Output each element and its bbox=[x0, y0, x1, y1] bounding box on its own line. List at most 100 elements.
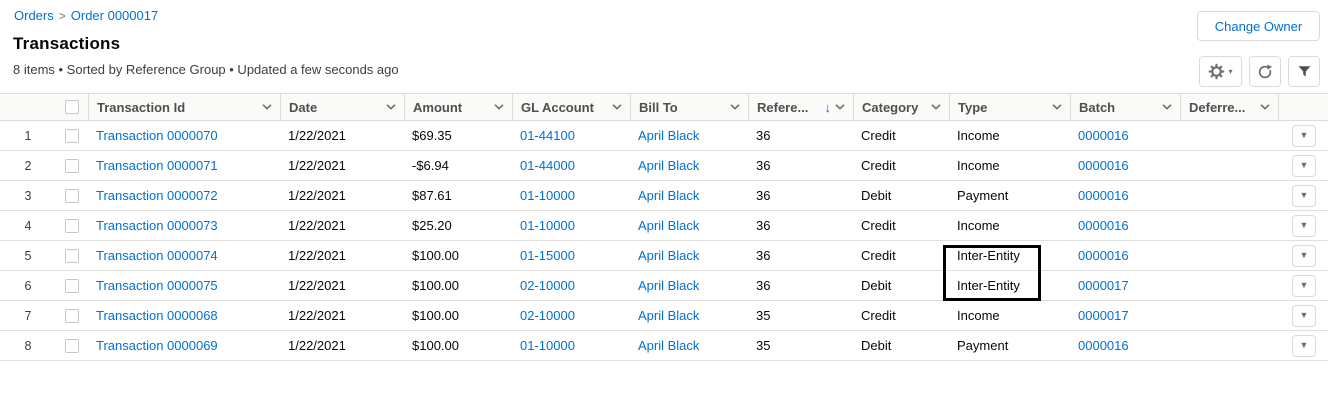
type-value: Payment bbox=[957, 338, 1009, 353]
column-header-category[interactable]: Category bbox=[853, 94, 949, 120]
cell-transaction_id: Transaction 0000069 bbox=[88, 338, 280, 353]
cell-reference: 36 bbox=[748, 128, 853, 143]
column-header-actions bbox=[1278, 94, 1328, 120]
cell-gl_account: 01-44000 bbox=[512, 158, 630, 173]
row-actions-button[interactable]: ▼ bbox=[1292, 304, 1316, 327]
batch-link[interactable]: 0000016 bbox=[1078, 338, 1129, 353]
column-header-reference[interactable]: Refere... ↓ bbox=[748, 94, 853, 120]
row-actions-button[interactable]: ▼ bbox=[1292, 274, 1316, 297]
refresh-button[interactable] bbox=[1249, 56, 1281, 87]
column-header-transaction_id[interactable]: Transaction Id bbox=[88, 94, 280, 120]
row-actions-button[interactable]: ▼ bbox=[1292, 214, 1316, 237]
bill_to-link[interactable]: April Black bbox=[638, 158, 700, 173]
dropdown-arrow-icon: ▼ bbox=[1299, 340, 1309, 350]
row-checkbox[interactable] bbox=[65, 338, 79, 353]
row-actions-button[interactable]: ▼ bbox=[1292, 244, 1316, 267]
transaction_id-link[interactable]: Transaction 0000072 bbox=[96, 188, 218, 203]
cell-checkbox bbox=[56, 248, 88, 263]
column-header-deferred[interactable]: Deferre... bbox=[1180, 94, 1278, 120]
transaction_id-link[interactable]: Transaction 0000073 bbox=[96, 218, 218, 233]
chevron-down-icon bbox=[262, 104, 272, 110]
row-actions-button[interactable]: ▼ bbox=[1292, 124, 1316, 147]
gl_account-link[interactable]: 01-10000 bbox=[520, 338, 575, 353]
column-header-type[interactable]: Type bbox=[949, 94, 1070, 120]
breadcrumb-separator: > bbox=[58, 9, 66, 23]
column-header-bill_to[interactable]: Bill To bbox=[630, 94, 748, 120]
cell-batch: 0000016 bbox=[1070, 338, 1180, 353]
cell-batch: 0000016 bbox=[1070, 218, 1180, 233]
batch-link[interactable]: 0000017 bbox=[1078, 278, 1129, 293]
bill_to-link[interactable]: April Black bbox=[638, 188, 700, 203]
breadcrumb-link-order[interactable]: Order 0000017 bbox=[70, 8, 159, 23]
gl_account-link[interactable]: 01-15000 bbox=[520, 248, 575, 263]
transaction_id-link[interactable]: Transaction 0000074 bbox=[96, 248, 218, 263]
gl_account-link[interactable]: 01-44000 bbox=[520, 158, 575, 173]
row-actions-button[interactable]: ▼ bbox=[1292, 184, 1316, 207]
select-all-checkbox[interactable] bbox=[65, 100, 79, 114]
reference-value: 36 bbox=[756, 188, 771, 203]
column-header-batch[interactable]: Batch bbox=[1070, 94, 1180, 120]
cell-date: 1/22/2021 bbox=[280, 188, 404, 203]
column-header-gl_account[interactable]: GL Account bbox=[512, 94, 630, 120]
row-checkbox[interactable] bbox=[65, 248, 79, 263]
batch-link[interactable]: 0000017 bbox=[1078, 308, 1129, 323]
change-owner-button[interactable]: Change Owner bbox=[1197, 11, 1320, 41]
gl_account-link[interactable]: 01-10000 bbox=[520, 188, 575, 203]
gl_account-link[interactable]: 02-10000 bbox=[520, 308, 575, 323]
cell-bill_to: April Black bbox=[630, 218, 748, 233]
cell-transaction_id: Transaction 0000071 bbox=[88, 158, 280, 173]
breadcrumb-link-orders[interactable]: Orders bbox=[14, 8, 54, 23]
transaction_id-link[interactable]: Transaction 0000068 bbox=[96, 308, 218, 323]
list-settings-button[interactable]: ▾ bbox=[1199, 56, 1242, 87]
type-value: Income bbox=[957, 158, 1000, 173]
gl_account-link[interactable]: 02-10000 bbox=[520, 278, 575, 293]
cell-date: 1/22/2021 bbox=[280, 248, 404, 263]
batch-link[interactable]: 0000016 bbox=[1078, 158, 1129, 173]
batch-link[interactable]: 0000016 bbox=[1078, 128, 1129, 143]
transaction_id-link[interactable]: Transaction 0000071 bbox=[96, 158, 218, 173]
date-value: 1/22/2021 bbox=[288, 188, 346, 203]
cell-gl_account: 01-44100 bbox=[512, 128, 630, 143]
row-checkbox[interactable] bbox=[65, 218, 79, 233]
row-checkbox[interactable] bbox=[65, 158, 79, 173]
list-status-text: 8 items • Sorted by Reference Group • Up… bbox=[13, 62, 399, 77]
batch-link[interactable]: 0000016 bbox=[1078, 218, 1129, 233]
cell-amount: -$6.94 bbox=[404, 158, 512, 173]
column-header-label: Batch bbox=[1079, 99, 1116, 115]
column-header-rownum bbox=[0, 94, 56, 120]
dropdown-arrow-icon: ▼ bbox=[1299, 220, 1309, 230]
cell-bill_to: April Black bbox=[630, 188, 748, 203]
gl_account-link[interactable]: 01-10000 bbox=[520, 218, 575, 233]
cell-category: Credit bbox=[853, 218, 949, 233]
column-header-label: Type bbox=[958, 99, 988, 115]
transaction_id-link[interactable]: Transaction 0000070 bbox=[96, 128, 218, 143]
row-actions-button[interactable]: ▼ bbox=[1292, 154, 1316, 177]
column-header-checkbox[interactable] bbox=[56, 94, 88, 120]
transaction_id-link[interactable]: Transaction 0000075 bbox=[96, 278, 218, 293]
chevron-down-icon bbox=[612, 104, 622, 110]
bill_to-link[interactable]: April Black bbox=[638, 278, 700, 293]
cell-date: 1/22/2021 bbox=[280, 218, 404, 233]
row-checkbox[interactable] bbox=[65, 128, 79, 143]
bill_to-link[interactable]: April Black bbox=[638, 248, 700, 263]
bill_to-link[interactable]: April Black bbox=[638, 128, 700, 143]
cell-actions: ▼ bbox=[1278, 184, 1328, 207]
transaction_id-link[interactable]: Transaction 0000069 bbox=[96, 338, 218, 353]
cell-transaction_id: Transaction 0000074 bbox=[88, 248, 280, 263]
batch-link[interactable]: 0000016 bbox=[1078, 188, 1129, 203]
row-actions-button[interactable]: ▼ bbox=[1292, 334, 1316, 357]
gl_account-link[interactable]: 01-44100 bbox=[520, 128, 575, 143]
column-header-amount[interactable]: Amount bbox=[404, 94, 512, 120]
filter-button[interactable] bbox=[1288, 56, 1320, 87]
row-checkbox[interactable] bbox=[65, 278, 79, 293]
filter-funnel-icon bbox=[1297, 64, 1312, 79]
row-checkbox[interactable] bbox=[65, 188, 79, 203]
column-header-date[interactable]: Date bbox=[280, 94, 404, 120]
bill_to-link[interactable]: April Black bbox=[638, 308, 700, 323]
type-value: Income bbox=[957, 308, 1000, 323]
chevron-down-icon bbox=[730, 104, 740, 110]
row-checkbox[interactable] bbox=[65, 308, 79, 323]
bill_to-link[interactable]: April Black bbox=[638, 338, 700, 353]
batch-link[interactable]: 0000016 bbox=[1078, 248, 1129, 263]
bill_to-link[interactable]: April Black bbox=[638, 218, 700, 233]
